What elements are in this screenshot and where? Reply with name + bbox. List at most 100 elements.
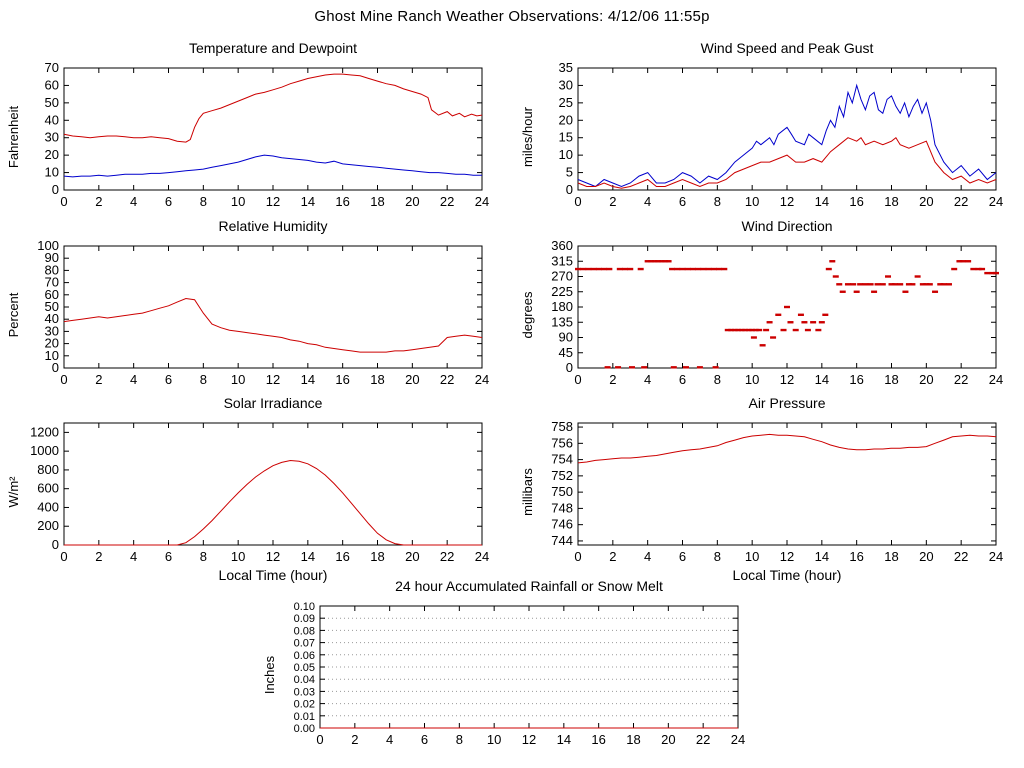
air-pressure-plot: 0 2 4 6 8 10 12 14 16 18 20 22 247447467487507527547… — [551, 419, 1003, 564]
svg-text:6: 6 — [165, 194, 172, 209]
chart-title: Temperature and Dewpoint — [188, 40, 358, 56]
chart-air-pressure: Air Pressure millibars 0 2 4 6 8 10 12 14 16 18 20… — [518, 395, 1010, 587]
svg-text:24: 24 — [989, 372, 1003, 387]
svg-text:754: 754 — [551, 452, 573, 467]
y-axis-label: Inches — [262, 655, 277, 695]
svg-text:0.00: 0.00 — [294, 723, 315, 735]
svg-text:0: 0 — [574, 549, 581, 564]
solar-irradiance-plot: 0 2 4 6 8 10 12 14 16 18 20 22 240200400600800100012… — [30, 422, 489, 564]
svg-text:0.01: 0.01 — [294, 711, 315, 723]
svg-text:0: 0 — [574, 194, 581, 209]
svg-text:22: 22 — [696, 732, 710, 747]
svg-text:80: 80 — [45, 262, 59, 277]
svg-text:20: 20 — [559, 112, 573, 127]
svg-text:20: 20 — [919, 194, 933, 209]
svg-text:10: 10 — [745, 372, 759, 387]
svg-text:10: 10 — [45, 165, 59, 180]
svg-text:12: 12 — [780, 372, 794, 387]
svg-text:2: 2 — [95, 549, 102, 564]
svg-text:14: 14 — [815, 194, 829, 209]
svg-text:0.04: 0.04 — [294, 674, 315, 686]
chart-title: Air Pressure — [748, 395, 826, 411]
svg-text:16: 16 — [849, 372, 863, 387]
svg-text:14: 14 — [557, 732, 571, 747]
svg-text:50: 50 — [45, 95, 59, 110]
svg-text:12: 12 — [780, 549, 794, 564]
svg-text:12: 12 — [266, 549, 280, 564]
svg-text:4: 4 — [130, 549, 137, 564]
svg-text:90: 90 — [45, 250, 59, 265]
svg-text:40: 40 — [45, 311, 59, 326]
svg-text:6: 6 — [165, 372, 172, 387]
svg-text:12: 12 — [780, 194, 794, 209]
y-axis-label: miles/hour — [520, 107, 535, 167]
svg-text:14: 14 — [301, 549, 315, 564]
wind-direction-plot: 0 2 4 6 8 10 12 14 16 18 20 22 240459013518022527031… — [551, 240, 1003, 387]
svg-text:2: 2 — [609, 549, 616, 564]
svg-text:0: 0 — [60, 372, 67, 387]
svg-text:12: 12 — [266, 194, 280, 209]
y-axis-label: degrees — [520, 291, 535, 339]
svg-text:14: 14 — [815, 549, 829, 564]
svg-text:18: 18 — [370, 549, 384, 564]
svg-text:600: 600 — [37, 481, 59, 496]
svg-text:6: 6 — [165, 549, 172, 564]
svg-text:200: 200 — [37, 518, 59, 533]
y-axis-label: W/m² — [6, 476, 21, 508]
svg-text:180: 180 — [551, 299, 573, 314]
svg-text:6: 6 — [679, 372, 686, 387]
svg-text:0.02: 0.02 — [294, 699, 315, 711]
svg-text:1200: 1200 — [30, 424, 59, 439]
svg-text:25: 25 — [559, 95, 573, 110]
svg-text:24: 24 — [475, 372, 489, 387]
svg-text:24: 24 — [989, 549, 1003, 564]
svg-text:70: 70 — [45, 62, 59, 75]
svg-text:22: 22 — [440, 194, 454, 209]
svg-text:0: 0 — [60, 549, 67, 564]
svg-text:60: 60 — [45, 77, 59, 92]
svg-text:10: 10 — [231, 372, 245, 387]
svg-text:20: 20 — [45, 336, 59, 351]
svg-text:16: 16 — [335, 549, 349, 564]
svg-text:2: 2 — [351, 732, 358, 747]
svg-text:10: 10 — [745, 549, 759, 564]
svg-text:90: 90 — [559, 330, 573, 345]
svg-text:16: 16 — [335, 372, 349, 387]
relative-humidity-plot: 0 2 4 6 8 10 12 14 16 18 20 22 240102030405060708090… — [37, 240, 489, 387]
svg-text:14: 14 — [815, 372, 829, 387]
svg-text:18: 18 — [884, 372, 898, 387]
svg-text:400: 400 — [37, 499, 59, 514]
svg-text:746: 746 — [551, 517, 573, 532]
svg-text:0: 0 — [52, 360, 59, 375]
svg-text:12: 12 — [522, 732, 536, 747]
svg-text:744: 744 — [551, 533, 573, 548]
svg-text:45: 45 — [559, 345, 573, 360]
svg-text:8: 8 — [714, 194, 721, 209]
svg-text:360: 360 — [551, 240, 573, 253]
svg-text:2: 2 — [609, 372, 616, 387]
svg-text:0: 0 — [574, 372, 581, 387]
svg-text:20: 20 — [919, 549, 933, 564]
svg-text:18: 18 — [884, 549, 898, 564]
svg-text:2: 2 — [95, 194, 102, 209]
svg-text:18: 18 — [626, 732, 640, 747]
svg-text:30: 30 — [559, 77, 573, 92]
svg-text:18: 18 — [884, 194, 898, 209]
svg-text:30: 30 — [45, 323, 59, 338]
svg-text:4: 4 — [644, 549, 651, 564]
svg-text:748: 748 — [551, 500, 573, 515]
svg-text:10: 10 — [231, 194, 245, 209]
svg-text:758: 758 — [551, 419, 573, 434]
svg-text:0.03: 0.03 — [294, 686, 315, 698]
chart-title: Wind Speed and Peak Gust — [700, 40, 874, 56]
svg-text:0.08: 0.08 — [294, 625, 315, 637]
svg-text:22: 22 — [440, 372, 454, 387]
svg-text:0: 0 — [60, 194, 67, 209]
svg-text:0: 0 — [566, 182, 573, 197]
chart-wind-direction: Wind Direction degrees 0 2 4 6 8 10 12 14 16 18 20… — [518, 218, 1010, 410]
chart-title: Solar Irradiance — [223, 395, 323, 411]
svg-text:135: 135 — [551, 314, 573, 329]
svg-text:0.10: 0.10 — [294, 601, 315, 613]
svg-text:4: 4 — [644, 194, 651, 209]
